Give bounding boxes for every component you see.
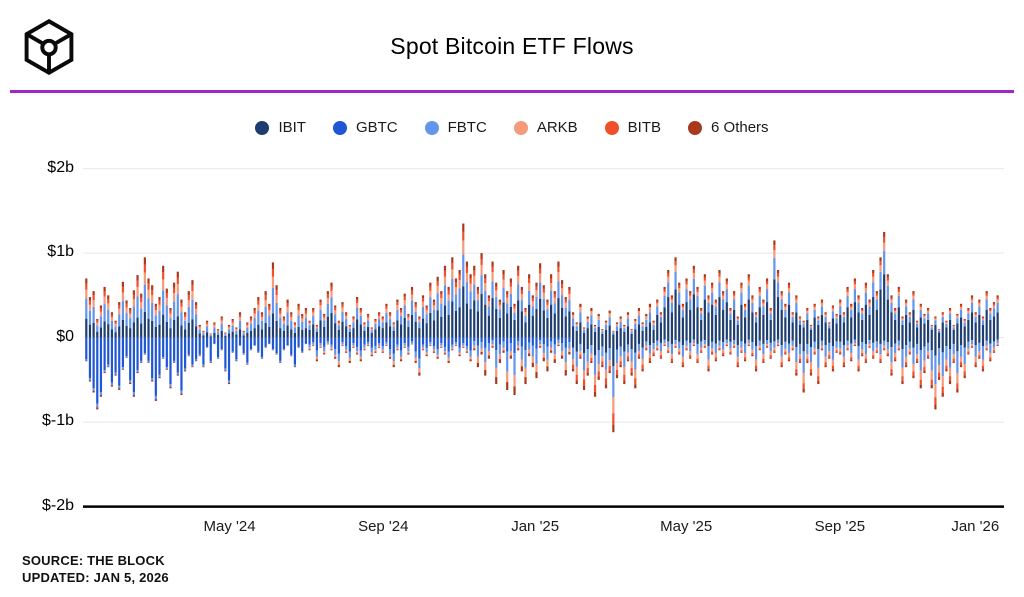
chart-legend: IBIT GBTC FBTC ARKB BITB 6 Others: [0, 119, 1024, 136]
legend-label: BITB: [627, 119, 662, 136]
x-tick-label: May '25: [660, 518, 713, 535]
page-title: Spot Bitcoin ETF Flows: [390, 33, 634, 59]
legend-item-bitb[interactable]: BITB: [604, 119, 662, 136]
y-tick-label: $-1b: [41, 412, 74, 430]
ibit-legend-dot-icon: [255, 120, 270, 135]
bitb-legend-dot-icon: [604, 120, 619, 135]
legend-label: GBTC: [355, 119, 398, 136]
legend-item-gbtc[interactable]: GBTC: [332, 119, 398, 136]
legend-item-fbtc[interactable]: FBTC: [424, 119, 487, 136]
y-tick-label: $1b: [47, 243, 74, 261]
legend-item-ibit[interactable]: IBIT: [255, 119, 306, 136]
updated-line: UPDATED: JAN 5, 2026: [22, 570, 169, 585]
x-tick-label: May '24: [203, 518, 256, 535]
y-tick-label: $-2b: [41, 496, 74, 514]
legend-label: 6 Others: [711, 119, 769, 136]
oth-legend-dot-icon: [688, 120, 703, 135]
legend-item-arkb[interactable]: ARKB: [513, 119, 578, 136]
x-tick-label: Jan '25: [511, 518, 560, 535]
legend-label: FBTC: [447, 119, 487, 136]
fbtc-legend-dot-icon: [424, 120, 439, 135]
legend-label: ARKB: [536, 119, 578, 136]
legend-item-oth[interactable]: 6 Others: [688, 119, 769, 136]
gbtc-legend-dot-icon: [332, 120, 347, 135]
bars-layer[interactable]: [85, 223, 999, 433]
source-note: SOURCE: THE BLOCK UPDATED: JAN 5, 2026: [22, 552, 169, 586]
x-tick-label: Sep '24: [358, 518, 409, 535]
x-tick-label: Sep '25: [814, 518, 866, 535]
source-line: SOURCE: THE BLOCK: [22, 553, 165, 568]
y-tick-label: $0: [56, 327, 74, 345]
y-tick-label: $2b: [47, 158, 74, 176]
x-tick-label: Jan '26: [951, 518, 1000, 535]
header-divider: [10, 90, 1014, 93]
the-block-logo[interactable]: [21, 16, 77, 78]
legend-label: IBIT: [278, 119, 306, 136]
arkb-legend-dot-icon: [513, 120, 528, 135]
